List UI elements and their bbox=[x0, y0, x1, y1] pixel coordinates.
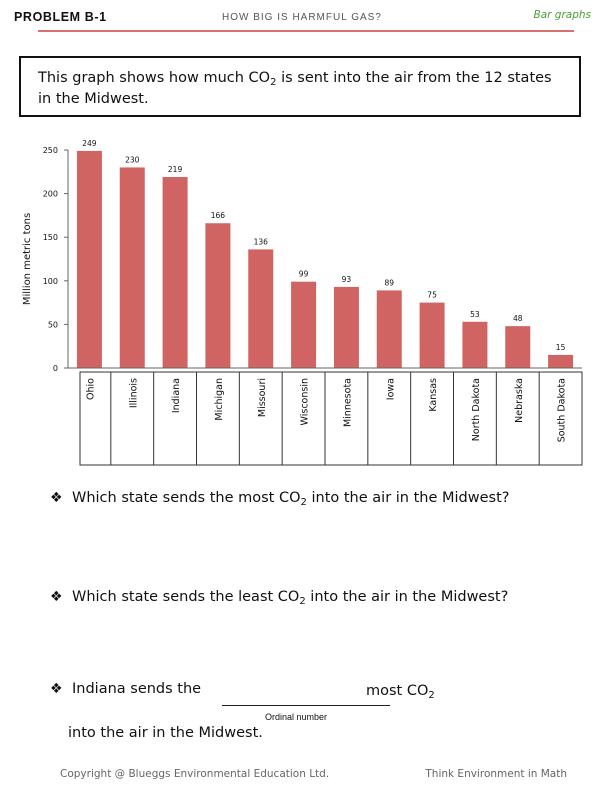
question-2-text-end: into the air in the Midwest? bbox=[305, 589, 509, 605]
question-1-text-start: Which state sends the most CO bbox=[72, 490, 301, 506]
question-3-tail: most CO2 bbox=[366, 683, 435, 701]
category-table-border bbox=[79, 371, 583, 466]
data-label: 75 bbox=[427, 291, 437, 300]
bullet-icon: ❖ bbox=[50, 490, 63, 506]
data-label: 89 bbox=[384, 278, 394, 287]
bar-wisconsin bbox=[291, 281, 317, 368]
data-label: 53 bbox=[470, 310, 480, 319]
data-label: 136 bbox=[254, 237, 269, 246]
question-1: ❖ Which state sends the most CO2 into the… bbox=[50, 490, 510, 508]
question-2: ❖ Which state sends the least CO2 into th… bbox=[50, 589, 509, 607]
bullet-icon: ❖ bbox=[50, 681, 63, 697]
question-3-subscript: 2 bbox=[428, 690, 435, 701]
problem-label: PROBLEM B-1 bbox=[14, 10, 107, 24]
bar-nebraska bbox=[505, 326, 531, 368]
data-label: 166 bbox=[211, 211, 226, 220]
bar-minnesota bbox=[333, 286, 359, 368]
y-axis-label: Million metric tons bbox=[22, 213, 33, 305]
intro-box: This graph shows how much CO2 is sent in… bbox=[19, 56, 581, 117]
x-tick-label: North Dakota bbox=[471, 378, 482, 441]
x-tick-label: Ohio bbox=[85, 378, 96, 400]
topic-tag: Bar graphs bbox=[533, 9, 592, 21]
y-tick-label: 250 bbox=[43, 146, 58, 155]
x-tick-label: Minnesota bbox=[342, 378, 353, 427]
question-3-continuation: into the air in the Midwest. bbox=[68, 725, 263, 741]
bullet-icon: ❖ bbox=[50, 589, 63, 605]
data-label: 93 bbox=[342, 275, 352, 284]
x-tick-label: Missouri bbox=[257, 378, 268, 417]
question-3-tail-text: most CO bbox=[366, 683, 429, 699]
x-tick-label: Nebraska bbox=[514, 378, 525, 423]
answer-blank-caption: Ordinal number bbox=[265, 712, 328, 722]
bar-iowa bbox=[376, 290, 402, 368]
question-3: ❖ Indiana sends the bbox=[50, 681, 201, 697]
data-label: 249 bbox=[82, 139, 97, 148]
x-tick-label: South Dakota bbox=[557, 378, 568, 442]
data-label: 99 bbox=[299, 270, 309, 279]
x-tick-label: Michigan bbox=[214, 378, 225, 421]
data-label: 15 bbox=[556, 343, 566, 352]
page-title: HOW BIG IS HARMFUL GAS? bbox=[222, 12, 382, 23]
intro-text-start: This graph shows how much CO bbox=[38, 70, 271, 86]
footer-series: Think Environment in Math bbox=[425, 768, 567, 780]
answer-blank[interactable] bbox=[222, 705, 390, 706]
x-tick-label: Wisconsin bbox=[300, 378, 311, 425]
data-label: 230 bbox=[125, 155, 140, 164]
question-1-subscript: 2 bbox=[300, 497, 307, 508]
question-2-subscript: 2 bbox=[299, 596, 306, 607]
intro-subscript: 2 bbox=[270, 77, 277, 88]
bar-north-dakota bbox=[462, 321, 488, 368]
bar-illinois bbox=[119, 167, 145, 368]
x-tick-label: Kansas bbox=[428, 378, 439, 412]
y-tick-label: 0 bbox=[53, 364, 58, 373]
bar-indiana bbox=[162, 177, 188, 368]
co2-bar-chart: Million metric tons 0 50 100 150 200 250 249 230… bbox=[22, 139, 583, 466]
bar-kansas bbox=[419, 302, 445, 368]
data-label: 219 bbox=[168, 165, 183, 174]
bar-ohio bbox=[76, 150, 102, 368]
x-tick-label: Indiana bbox=[171, 378, 182, 413]
x-tick-label: Iowa bbox=[385, 378, 396, 400]
bar-south-dakota bbox=[548, 354, 574, 368]
header-divider bbox=[38, 30, 574, 32]
question-2-text-start: Which state sends the least CO bbox=[72, 589, 300, 605]
y-tick-label: 50 bbox=[48, 320, 58, 329]
intro-text-end: is sent into the air from the 12 states … bbox=[38, 70, 552, 107]
footer-copyright: Copyright @ Blueggs Environmental Educat… bbox=[60, 768, 330, 780]
x-tick-label: Illinois bbox=[128, 378, 139, 408]
y-tick-label: 200 bbox=[43, 190, 58, 199]
y-tick-label: 100 bbox=[43, 277, 58, 286]
question-3-lead: Indiana sends the bbox=[72, 681, 202, 697]
y-tick-label: 150 bbox=[43, 233, 58, 242]
data-label: 48 bbox=[513, 314, 523, 323]
bar-michigan bbox=[205, 223, 231, 368]
question-1-text-end: into the air in the Midwest? bbox=[306, 490, 510, 506]
bar-missouri bbox=[248, 249, 274, 368]
